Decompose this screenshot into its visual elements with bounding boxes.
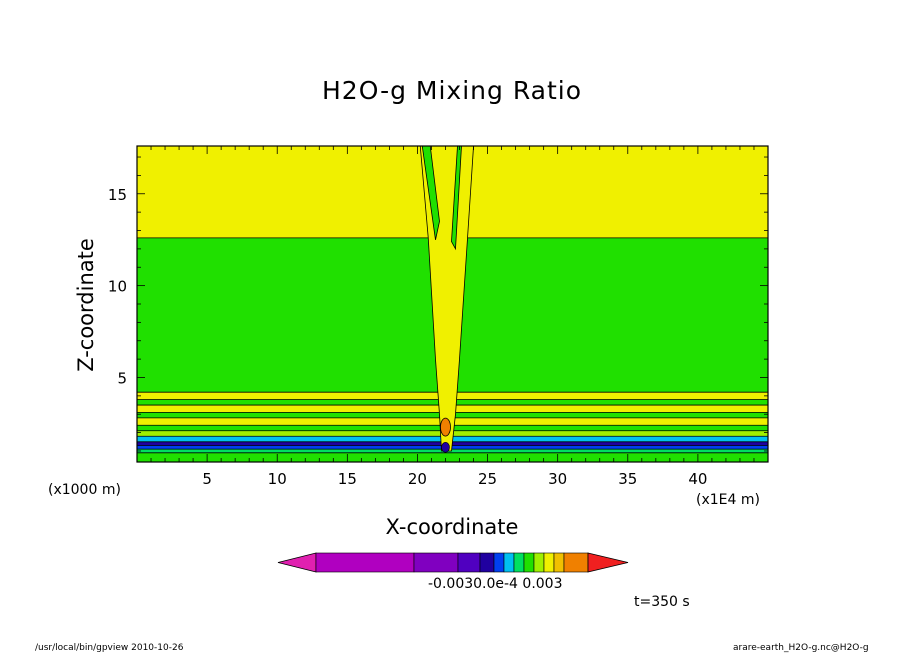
y-tick-label: 15 bbox=[108, 186, 127, 204]
x-tick-label: 15 bbox=[338, 470, 357, 488]
colorbar-tick-labels: -0.0030.0e-4 0.003 bbox=[428, 576, 563, 592]
colorbar-bin-2 bbox=[457, 552, 481, 573]
field-band-13 bbox=[137, 452, 768, 462]
colorbar-bin-1 bbox=[413, 552, 459, 573]
x-tick-label: 5 bbox=[202, 470, 212, 488]
colorbar-bin-6 bbox=[513, 552, 525, 573]
y-tick-label: 10 bbox=[108, 278, 127, 296]
x-tick-label: 10 bbox=[268, 470, 287, 488]
colorbar-extend-high bbox=[587, 552, 629, 573]
colorbar-bin-3 bbox=[479, 552, 495, 573]
y-tick-label: 5 bbox=[117, 369, 127, 387]
colorbar-bin-4 bbox=[493, 552, 505, 573]
colorbar-bin-10 bbox=[553, 552, 565, 573]
x-tick-label: 35 bbox=[618, 470, 637, 488]
colorbar-bin-0 bbox=[315, 552, 415, 573]
chart-title: H2O-g Mixing Ratio bbox=[321, 76, 583, 105]
field-band-11 bbox=[137, 445, 768, 450]
plume-base bbox=[441, 442, 450, 453]
x-tick-label: 20 bbox=[408, 470, 427, 488]
x-axis-unit: (x1E4 m) bbox=[696, 492, 760, 508]
plume-core bbox=[440, 417, 451, 437]
colorbar-bin-11 bbox=[563, 552, 589, 573]
footer-source: arare-earth_H2O-g.nc@H2O-g bbox=[733, 643, 869, 653]
footer-command: /usr/local/bin/gpview 2010-10-26 bbox=[35, 643, 184, 653]
colorbar-bin-5 bbox=[503, 552, 515, 573]
y-axis-unit: (x1000 m) bbox=[48, 482, 121, 498]
field-band-12 bbox=[137, 449, 768, 453]
colorbar-bin-8 bbox=[533, 552, 545, 573]
colorbar-bin-9 bbox=[543, 552, 555, 573]
colorbar-bin-7 bbox=[523, 552, 535, 573]
x-tick-label: 30 bbox=[548, 470, 567, 488]
x-axis-label: X-coordinate bbox=[385, 515, 519, 539]
y-axis-label: Z-coordinate bbox=[74, 238, 98, 372]
x-tick-label: 25 bbox=[478, 470, 497, 488]
time-label: t=350 s bbox=[634, 594, 690, 610]
colorbar-extend-low bbox=[277, 552, 317, 573]
x-tick-label: 40 bbox=[688, 470, 707, 488]
